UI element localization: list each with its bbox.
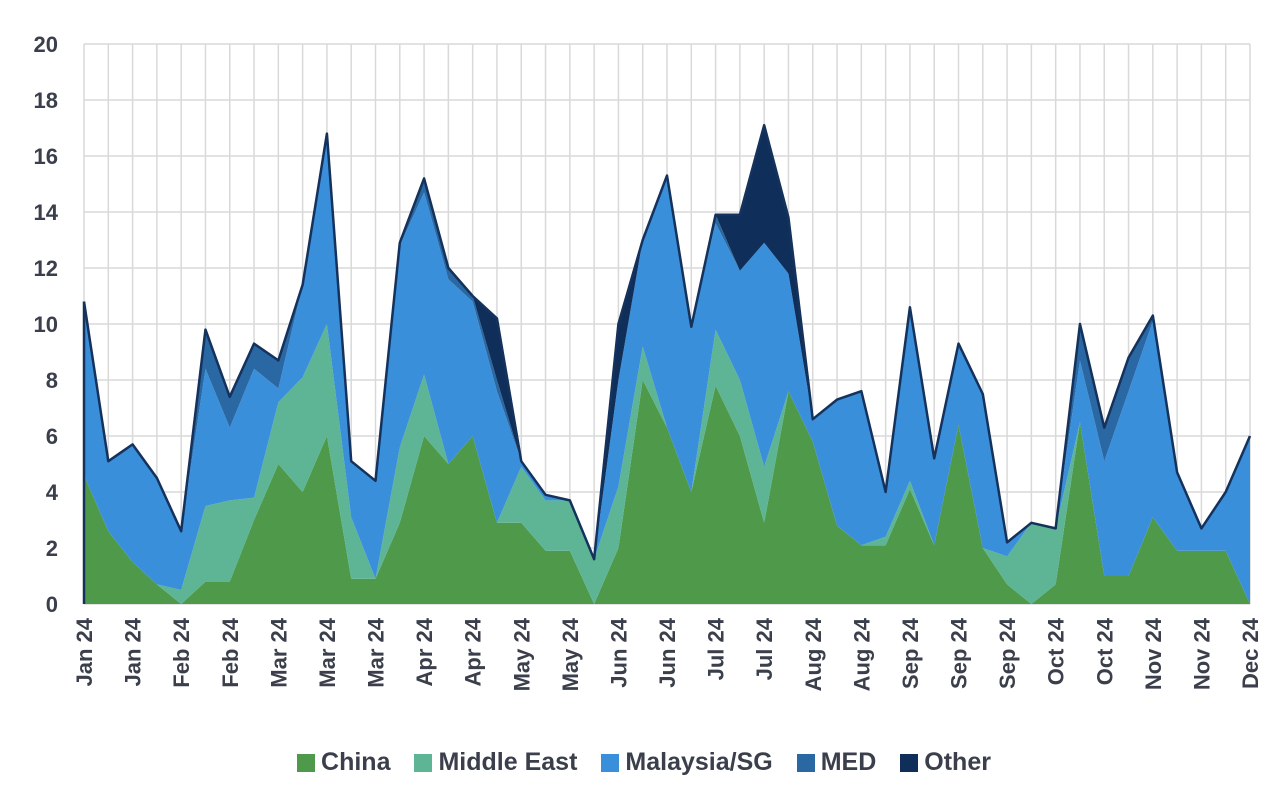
x-tick-label: Mar 24 [364, 617, 389, 687]
x-tick-label: Mar 24 [266, 617, 291, 687]
y-tick-label: 8 [46, 368, 58, 393]
x-tick-label: Dec 24 [1238, 617, 1263, 689]
legend-swatch [601, 754, 619, 772]
y-tick-label: 4 [46, 480, 59, 505]
y-tick-label: 14 [34, 200, 59, 225]
y-tick-label: 18 [34, 88, 58, 113]
stacked-area-chart: 0 2 4 6 8 10 12 14 16 18 20 Jan 24 Jan 24 Feb 24 Feb … [0, 0, 1288, 740]
y-tick-label: 20 [34, 32, 58, 57]
y-tick-label: 12 [34, 256, 58, 281]
x-tick-label: Apr 24 [412, 617, 437, 686]
x-tick-label: Jul 24 [752, 617, 777, 680]
legend-label: Malaysia/SG [625, 748, 772, 777]
x-tick-label: Oct 24 [1044, 617, 1069, 685]
x-tick-label: May 24 [558, 617, 583, 691]
x-tick-label: Mar 24 [315, 617, 340, 687]
legend-item: Middle East [414, 748, 577, 777]
legend-item: Malaysia/SG [601, 748, 772, 777]
y-tick-label: 10 [34, 312, 58, 337]
legend-label: China [321, 748, 390, 777]
x-tick-label: Nov 24 [1189, 617, 1214, 690]
x-tick-label: Apr 24 [461, 617, 486, 686]
legend-item: MED [797, 748, 877, 777]
legend-swatch [414, 754, 432, 772]
x-tick-label: May 24 [509, 617, 534, 691]
legend-label: MED [821, 748, 877, 777]
x-tick-label: Sep 24 [947, 617, 972, 689]
x-tick-label: Aug 24 [801, 617, 826, 691]
x-tick-label: Nov 24 [1141, 617, 1166, 690]
legend-item: China [297, 748, 390, 777]
x-tick-label: Feb 24 [169, 617, 194, 687]
legend-label: Other [924, 748, 991, 777]
x-axis: Jan 24 Jan 24 Feb 24 Feb 24 Mar 24 Mar 24 Mar … [72, 617, 1263, 691]
legend-swatch [797, 754, 815, 772]
y-tick-label: 6 [46, 424, 58, 449]
x-tick-label: Oct 24 [1092, 617, 1117, 685]
legend-item: Other [900, 748, 991, 777]
y-tick-label: 16 [34, 144, 58, 169]
legend-label: Middle East [438, 748, 577, 777]
x-tick-label: Sep 24 [995, 617, 1020, 689]
legend: China Middle East Malaysia/SG MED Other [0, 748, 1288, 777]
y-tick-label: 2 [46, 536, 58, 561]
x-tick-label: Jul 24 [704, 617, 729, 680]
y-tick-label: 0 [46, 592, 58, 617]
legend-swatch [900, 754, 918, 772]
x-tick-label: Aug 24 [849, 617, 874, 691]
x-tick-label: Jan 24 [121, 617, 146, 686]
y-axis: 0 2 4 6 8 10 12 14 16 18 20 [34, 32, 59, 617]
x-tick-label: Jan 24 [72, 617, 97, 686]
x-tick-label: Sep 24 [898, 617, 923, 689]
x-tick-label: Feb 24 [218, 617, 243, 687]
x-tick-label: Jun 24 [606, 617, 631, 687]
legend-swatch [297, 754, 315, 772]
x-tick-label: Jun 24 [655, 617, 680, 687]
